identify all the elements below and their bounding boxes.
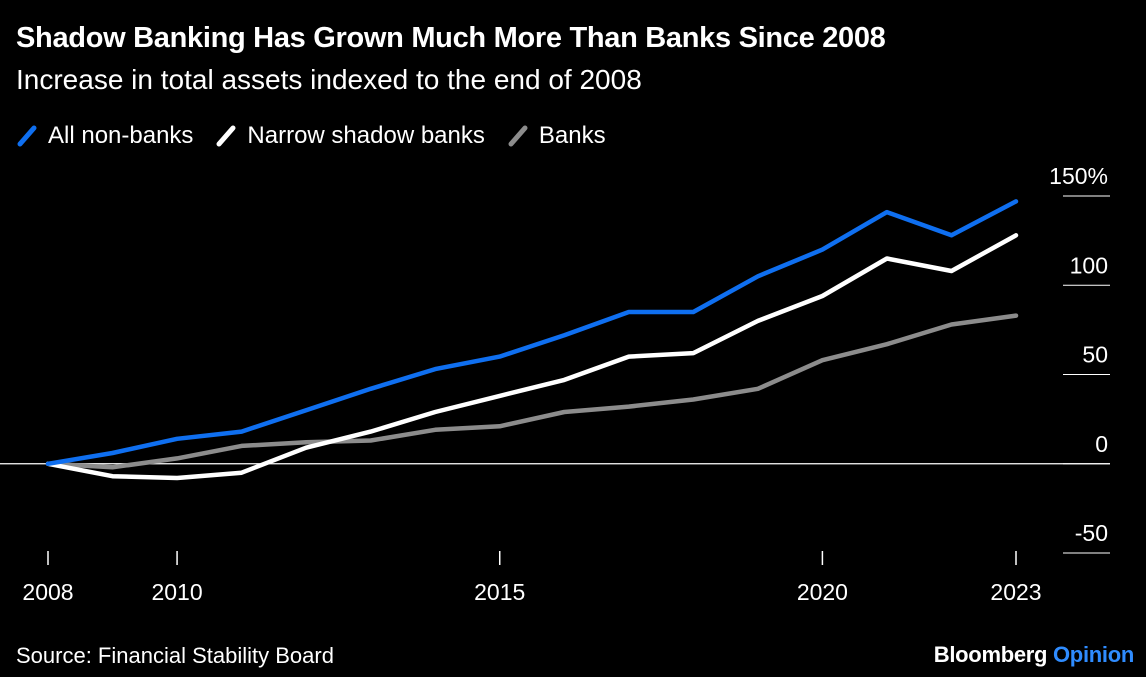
legend-label-banks: Banks: [538, 122, 606, 149]
chart-subtitle: Increase in total assets indexed to the …: [16, 64, 642, 95]
series-line-narrow-shadow-banks: [45, 233, 1019, 481]
source-note: Source: Financial Stability Board: [16, 643, 334, 668]
y-tick-label: 150%: [1049, 163, 1108, 189]
legend-label-narrow-shadow-banks: Narrow shadow banks: [247, 122, 485, 149]
legend-item-banks: Banks: [507, 122, 606, 150]
brand-main: Bloomberg: [933, 642, 1048, 667]
brand-accent: Opinion: [1053, 642, 1134, 667]
legend-swatch-all-non-banks: [16, 125, 38, 147]
x-tick-label: 2023: [990, 579, 1041, 605]
legend-item-all-non-banks: All non-banks: [16, 122, 193, 150]
x-tick-label: 2020: [797, 579, 848, 605]
chart-title: Shadow Banking Has Grown Much More Than …: [16, 22, 886, 54]
y-tick-label: 0: [1095, 431, 1108, 457]
x-tick-label: 2010: [151, 579, 202, 605]
series-line-all-non-banks: [45, 199, 1019, 467]
series-line-banks: [45, 313, 1019, 470]
legend-swatch-banks: [507, 125, 529, 147]
legend-item-narrow-shadow-banks: Narrow shadow banks: [215, 122, 485, 150]
legend-label-all-non-banks: All non-banks: [48, 122, 194, 149]
y-tick-label: 50: [1082, 342, 1108, 368]
legend: All non-banks Narrow shadow banks Banks: [16, 122, 628, 150]
x-tick-label: 2008: [22, 579, 73, 605]
brand-logo: Bloomberg Opinion: [933, 642, 1135, 668]
y-tick-label: -50: [1075, 520, 1108, 546]
x-tick-label: 2015: [474, 579, 525, 605]
y-tick-label: 100: [1070, 252, 1108, 278]
legend-swatch-narrow-shadow-banks: [215, 125, 237, 147]
